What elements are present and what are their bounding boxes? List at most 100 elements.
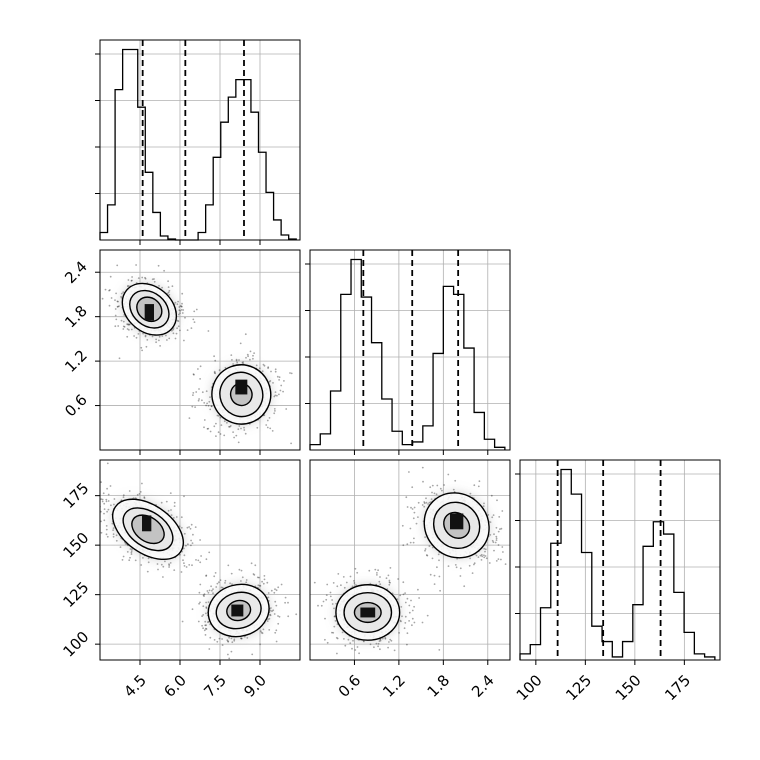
sample-point xyxy=(219,433,222,435)
x-tick-label: 1.8 xyxy=(424,671,454,701)
sample-point xyxy=(388,581,391,583)
sample-point xyxy=(189,527,192,530)
sample-point xyxy=(113,498,116,500)
sample-point xyxy=(198,591,201,594)
sample-point xyxy=(144,334,147,337)
sample-point xyxy=(126,323,128,325)
sample-point xyxy=(270,607,272,609)
sample-point xyxy=(259,643,261,646)
sample-point xyxy=(381,637,384,640)
sample-point xyxy=(504,563,507,565)
sample-point xyxy=(244,432,247,435)
sample-point xyxy=(207,330,210,332)
x-tick-label: 150 xyxy=(612,671,645,704)
sample-point xyxy=(104,288,107,291)
sample-point xyxy=(411,508,414,510)
sample-point xyxy=(388,583,391,586)
x-tick-label: 9.0 xyxy=(240,671,270,701)
x-tick-labels-2: 100 125 150 175 xyxy=(513,671,694,704)
sample-point xyxy=(369,582,372,585)
sample-point xyxy=(115,318,118,321)
x-tick-label: 175 xyxy=(661,671,694,704)
sample-point xyxy=(410,506,412,509)
sample-point xyxy=(161,335,164,337)
sample-point xyxy=(379,638,382,641)
sample-point xyxy=(200,555,203,557)
sample-point xyxy=(483,554,485,557)
sample-point xyxy=(393,662,395,664)
x-tick-label: 6.0 xyxy=(160,671,190,701)
sample-point xyxy=(191,608,194,611)
sample-point xyxy=(268,380,271,383)
sample-point xyxy=(501,510,504,512)
sample-point xyxy=(221,638,224,640)
sample-point xyxy=(197,559,200,562)
sample-point xyxy=(190,523,193,526)
sample-point xyxy=(496,499,498,502)
sample-point xyxy=(182,309,185,311)
sample-point xyxy=(275,589,278,592)
sample-point xyxy=(185,566,188,568)
x-tick-label: 0.6 xyxy=(335,671,365,701)
sample-point xyxy=(203,426,205,429)
sample-point xyxy=(205,558,208,561)
sample-point xyxy=(433,583,436,585)
sample-point xyxy=(169,492,172,494)
sample-point xyxy=(226,421,228,424)
sample-point xyxy=(469,557,471,560)
sample-point xyxy=(349,575,352,578)
sample-point xyxy=(140,346,143,349)
sample-point xyxy=(229,425,232,427)
sample-point xyxy=(284,596,287,599)
sample-point xyxy=(116,300,119,303)
sample-point xyxy=(228,425,230,428)
sample-point xyxy=(199,365,202,368)
sample-point xyxy=(120,295,122,298)
sample-point xyxy=(489,534,492,536)
sample-point xyxy=(429,486,432,489)
sample-point xyxy=(219,579,222,581)
y-tick-labels-1: 0.6 1.2 1.8 2.4 xyxy=(61,257,91,420)
sample-point xyxy=(433,492,436,495)
sample-point xyxy=(435,493,438,496)
hist-panel-0 xyxy=(95,39,301,245)
sample-point xyxy=(240,637,243,640)
sample-point xyxy=(201,624,204,627)
sample-point xyxy=(190,544,192,547)
sample-point xyxy=(218,637,221,640)
sample-point xyxy=(193,321,196,323)
sample-point xyxy=(137,333,140,335)
sample-point xyxy=(186,526,189,529)
sample-point xyxy=(145,345,148,348)
sample-point xyxy=(256,426,259,429)
sample-point xyxy=(123,326,126,328)
sample-point xyxy=(160,563,163,566)
sample-point xyxy=(204,620,207,623)
sample-point xyxy=(218,581,220,584)
sample-point xyxy=(190,327,193,329)
sample-point xyxy=(277,615,279,617)
sample-point xyxy=(193,310,196,313)
sample-point xyxy=(402,544,405,547)
sample-point xyxy=(329,595,332,598)
sample-point xyxy=(100,520,102,523)
sample-point xyxy=(244,333,247,336)
sample-point xyxy=(393,649,396,652)
sample-point xyxy=(403,627,406,630)
sample-point xyxy=(491,516,494,519)
sample-point xyxy=(268,617,271,620)
sample-point xyxy=(431,491,433,494)
sample-point xyxy=(101,500,104,503)
sample-point xyxy=(127,279,130,281)
sample-point xyxy=(479,554,482,557)
sample-point xyxy=(192,392,195,394)
sample-point xyxy=(424,536,426,538)
sample-point xyxy=(178,306,181,308)
sample-point xyxy=(343,586,346,589)
sample-point xyxy=(267,618,269,621)
sample-point xyxy=(180,526,183,529)
sample-point xyxy=(266,426,269,429)
sample-point xyxy=(146,339,149,341)
sample-point xyxy=(205,606,208,609)
sample-point xyxy=(204,624,207,627)
